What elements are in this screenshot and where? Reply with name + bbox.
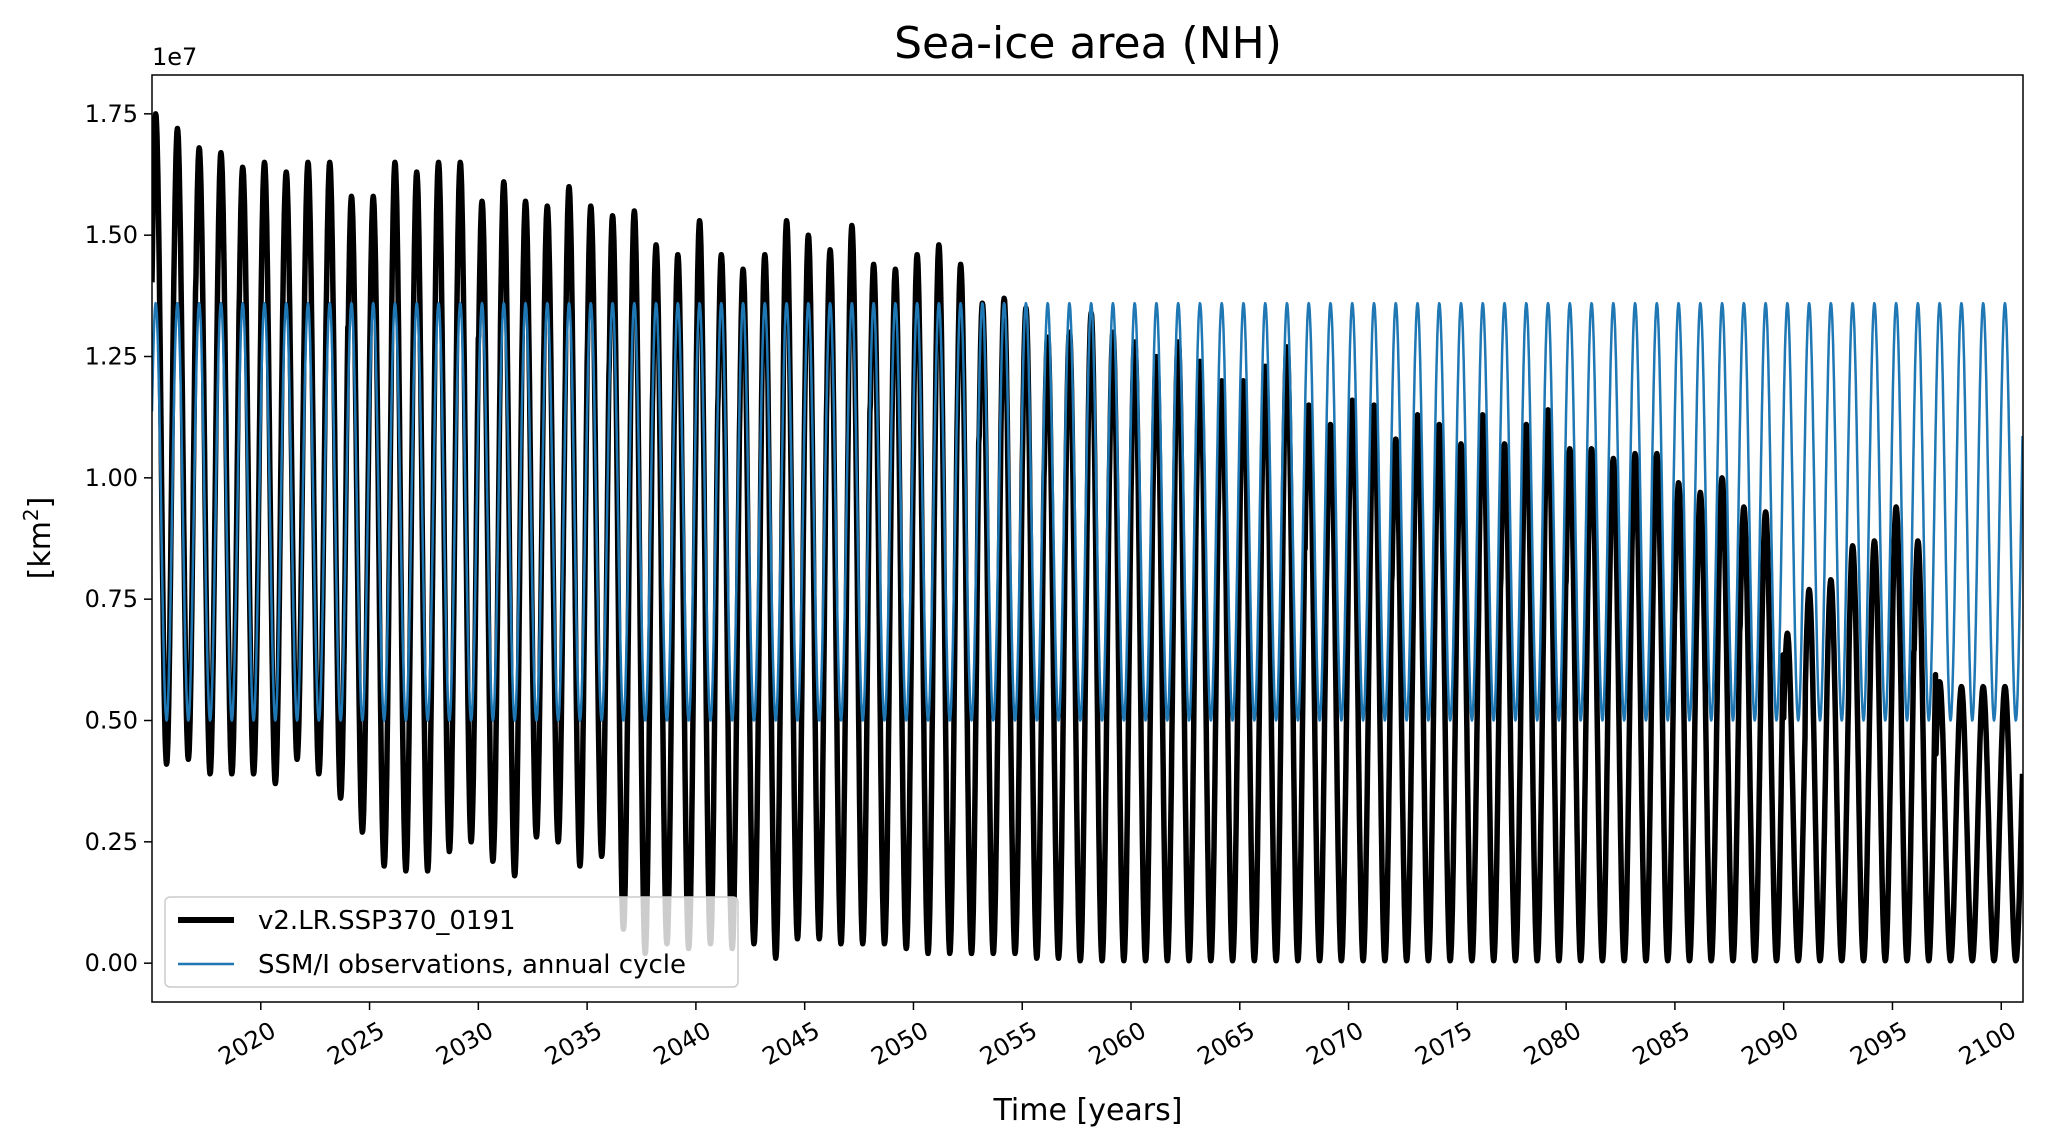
legend-frame	[164, 896, 739, 988]
y-offset-label: 1e7	[152, 43, 197, 71]
legend-label-model: v2.LR.SSP370_0191	[258, 906, 516, 936]
x-axis-title: Time [years]	[993, 1093, 1183, 1128]
legend: v2.LR.SSP370_0191 SSM/I observations, an…	[164, 896, 739, 988]
y-axis-title-main: [km	[23, 521, 58, 579]
y-axis-title-end: ]	[23, 497, 58, 509]
y-tick-label: 0.50	[85, 707, 138, 735]
series-line-observations	[152, 301, 2023, 722]
y-axis-title: [km2]	[19, 497, 58, 580]
y-axis-title-sup: 2	[19, 508, 43, 521]
legend-label-observations: SSM/I observations, annual cycle	[258, 950, 686, 980]
y-tick-label: 1.25	[85, 342, 138, 370]
y-tick-label: 1.75	[85, 100, 138, 128]
y-tick-label: 1.00	[85, 464, 138, 492]
series-line-model	[152, 111, 2023, 964]
chart-title: Sea-ice area (NH)	[894, 18, 1282, 69]
y-axis: 0.00 0.25 0.50 0.75 1.00 1.25 1.50 1.75	[85, 100, 152, 977]
y-tick-label: 0.00	[85, 949, 138, 977]
y-tick-label: 0.75	[85, 585, 138, 613]
y-tick-label: 0.25	[85, 828, 138, 856]
plot-frame	[151, 74, 2024, 1003]
series-layer	[152, 111, 2023, 964]
y-tick-label: 1.50	[85, 221, 138, 249]
